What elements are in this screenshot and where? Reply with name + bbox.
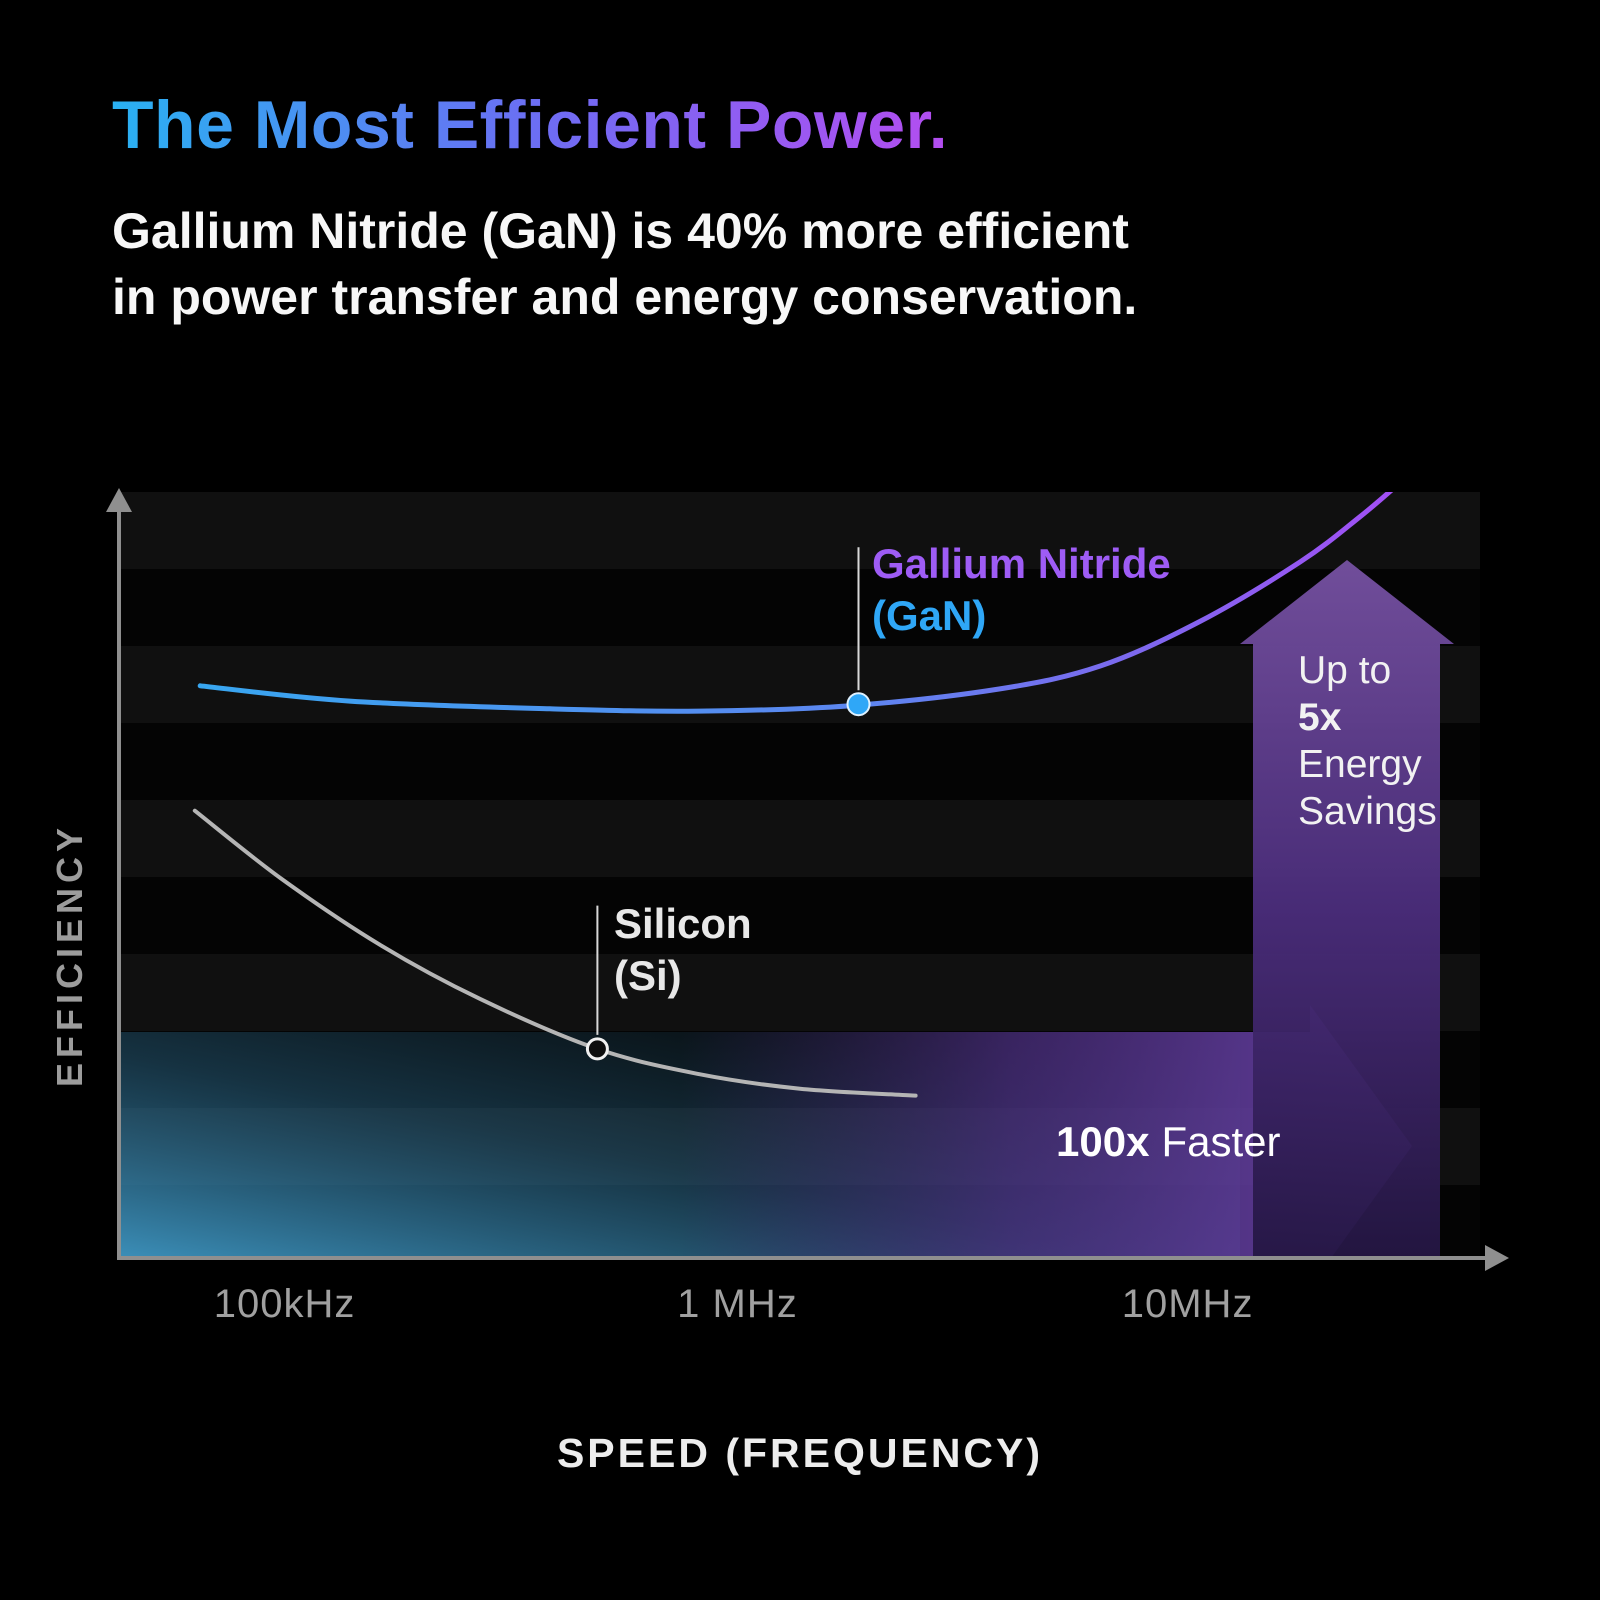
x-tick-1mhz: 1 MHz: [677, 1282, 798, 1326]
silicon-series-label: Silicon (Si): [614, 898, 752, 1002]
x-tick-labels: 100kHz 1 MHz 10MHz: [120, 1282, 1480, 1342]
energy-savings-label: Up to 5x Energy Savings: [1298, 647, 1437, 835]
x-tick-100khz: 100kHz: [213, 1282, 356, 1326]
gan-curve: [197, 492, 1394, 714]
energy-savings-line-4: Savings: [1298, 790, 1437, 833]
y-axis: [117, 510, 121, 1260]
gan-series-label: Gallium Nitride (GaN): [872, 538, 1171, 642]
chart-canvas: [120, 492, 1454, 1258]
silicon-curve: [192, 808, 918, 1098]
subtitle-line-2: in power transfer and energy conservatio…: [112, 269, 1138, 325]
energy-savings-line-2: 5x: [1298, 696, 1342, 739]
energy-savings-arrow: [1240, 560, 1454, 1258]
x-tick-10mhz: 10MHz: [1121, 1282, 1254, 1326]
y-axis-label: EFFICIENCY: [49, 822, 90, 1088]
subtitle-line-1: Gallium Nitride (GaN) is 40% more effici…: [112, 203, 1129, 259]
x-axis-label: SPEED (FREQUENCY): [556, 1430, 1044, 1476]
silicon-series-label-abbr: (Si): [614, 952, 682, 999]
silicon-series-label-name: Silicon: [614, 900, 752, 947]
faster-label-text: Faster: [1161, 1118, 1281, 1165]
subtitle: Gallium Nitride (GaN) is 40% more effici…: [112, 198, 1137, 330]
faster-label-multiplier: 100x: [1056, 1118, 1150, 1165]
chart-plot-area: Gallium Nitride (GaN) Silicon (Si) Up to…: [120, 492, 1480, 1258]
energy-savings-line-3: Energy: [1298, 743, 1422, 786]
x-axis: [117, 1256, 1487, 1260]
gan-series-label-name: Gallium Nitride: [872, 540, 1171, 587]
gan-series-label-abbr: (GaN): [872, 592, 987, 639]
x-axis-arrow-icon: [1485, 1245, 1509, 1271]
faster-label: 100x Faster: [1056, 1118, 1280, 1166]
gan-marker: [846, 692, 871, 717]
si-marker: [585, 1037, 609, 1061]
energy-savings-line-1: Up to: [1298, 649, 1392, 692]
y-axis-arrow-icon: [106, 488, 132, 512]
page-title: The Most Efficient Power.: [112, 87, 949, 163]
faster-arrow: [680, 1005, 1412, 1258]
